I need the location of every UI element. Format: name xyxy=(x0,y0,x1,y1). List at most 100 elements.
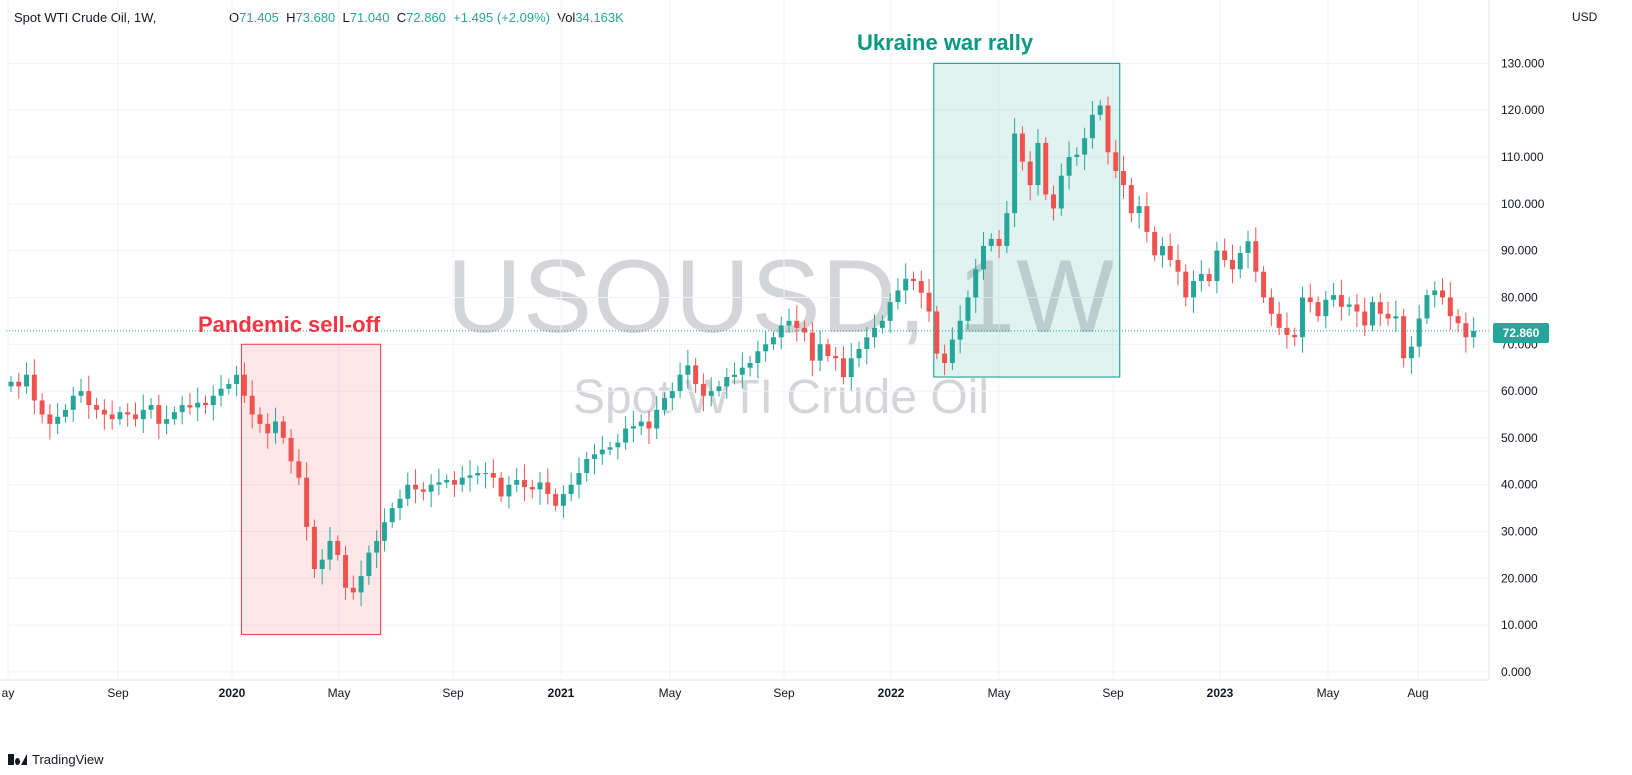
candle-body xyxy=(39,400,45,415)
candle-body xyxy=(685,365,691,375)
pandemic-region-box xyxy=(240,343,382,636)
candle-body xyxy=(615,442,621,448)
candle-body xyxy=(451,480,457,485)
candle-body xyxy=(1331,295,1337,300)
candle-body xyxy=(475,473,481,476)
candle-body xyxy=(1440,290,1446,298)
candle-body xyxy=(358,576,364,593)
candle-body xyxy=(171,412,177,420)
ukraine-annotation-label: Ukraine war rally xyxy=(857,30,1034,55)
candle-body xyxy=(428,484,434,492)
ohlc-readout: O71.405 H73.680 L71.040 C72.860 +1.495 (… xyxy=(229,10,624,25)
candle-body xyxy=(1237,252,1243,270)
candle-body xyxy=(1253,241,1259,272)
candle-body xyxy=(747,362,753,368)
candle-body xyxy=(125,412,131,415)
x-tick-label: Sep xyxy=(442,686,464,700)
candle-body xyxy=(1354,304,1360,312)
candle-body xyxy=(529,487,535,490)
y-tick-label: 0.000 xyxy=(1501,665,1531,679)
candle-body xyxy=(1416,318,1422,347)
candle-body xyxy=(1113,152,1119,172)
high-label: H xyxy=(286,10,296,25)
candle-body xyxy=(1027,161,1033,186)
candle-body xyxy=(1268,297,1274,314)
candle-body xyxy=(1121,171,1127,186)
candle-body xyxy=(560,494,566,506)
candle-body xyxy=(1432,290,1438,296)
candle-body xyxy=(1206,274,1212,282)
candle-body xyxy=(864,337,870,349)
candle-body xyxy=(1105,105,1111,153)
candle-body xyxy=(537,482,543,490)
candle-body xyxy=(1245,241,1251,253)
candle-body xyxy=(366,552,372,577)
candle-body xyxy=(86,391,92,406)
x-tick-label: 2023 xyxy=(1207,686,1234,700)
close-label: C xyxy=(396,10,407,25)
candle-body xyxy=(942,353,948,363)
x-tick-label: May xyxy=(988,686,1011,700)
candle-body xyxy=(288,437,294,462)
x-tick-label: May xyxy=(328,686,351,700)
candle-body xyxy=(1058,175,1064,209)
candle-body xyxy=(630,426,636,429)
candle-body xyxy=(1261,271,1267,298)
price-chart[interactable]: 0.000 10.000 20.000 30.000 40.000 50.000 60.00… xyxy=(0,0,1632,740)
candle-body xyxy=(389,508,395,523)
candle-body xyxy=(1315,302,1321,317)
open-label: O xyxy=(229,10,240,25)
pandemic-annotation-label: Pandemic sell-off xyxy=(198,312,381,337)
y-tick-label: 90.000 xyxy=(1501,244,1538,258)
candle-body xyxy=(31,374,37,401)
candle-body xyxy=(62,409,68,417)
candle-body xyxy=(483,473,489,475)
candle-body xyxy=(879,320,885,328)
candle-body xyxy=(140,409,146,420)
candle-body xyxy=(350,587,356,593)
candle-body xyxy=(234,374,240,385)
candle-body xyxy=(514,480,520,485)
candle-body xyxy=(1393,316,1399,319)
candle-body xyxy=(327,540,333,560)
tradingview-branding[interactable]: TradingView xyxy=(8,752,104,767)
candle-body xyxy=(693,365,699,385)
candle-body xyxy=(1183,271,1189,298)
candle-body xyxy=(716,386,722,392)
candle-body xyxy=(568,484,574,495)
candle-body xyxy=(1136,206,1142,214)
candle-body xyxy=(1424,295,1430,319)
candle-body xyxy=(1012,133,1018,214)
candle-body xyxy=(78,391,84,396)
candle-body xyxy=(724,377,730,387)
candle-body xyxy=(265,423,271,434)
y-tick-label: 80.000 xyxy=(1501,290,1538,304)
candle-body xyxy=(249,395,255,415)
candle-body xyxy=(802,327,808,333)
candle-body xyxy=(553,494,559,506)
candle-body xyxy=(296,461,302,478)
candle-body xyxy=(770,337,776,345)
y-tick-label: 40.000 xyxy=(1501,478,1538,492)
candle-body xyxy=(1299,297,1305,338)
volume-value: 34.163K xyxy=(575,10,624,25)
candle-body xyxy=(708,391,714,396)
candle-body xyxy=(70,395,76,410)
candle-body xyxy=(94,405,100,410)
candle-body xyxy=(280,421,286,438)
candle-body xyxy=(981,245,986,270)
y-tick-label: 50.000 xyxy=(1501,431,1538,445)
candle-body xyxy=(1229,259,1235,270)
candle-body xyxy=(903,278,909,291)
candle-body xyxy=(786,320,792,326)
candle-body xyxy=(778,325,784,338)
x-tick-label: 2022 xyxy=(878,686,905,700)
candle-body xyxy=(840,358,846,378)
currency-label: USD xyxy=(1572,10,1598,24)
y-tick-label: 110.000 xyxy=(1501,150,1544,164)
candle-body xyxy=(1082,138,1088,155)
candle-body xyxy=(187,405,193,408)
candle-body xyxy=(132,414,138,420)
candle-body xyxy=(1338,295,1344,307)
x-tick-label: Sep xyxy=(773,686,795,700)
